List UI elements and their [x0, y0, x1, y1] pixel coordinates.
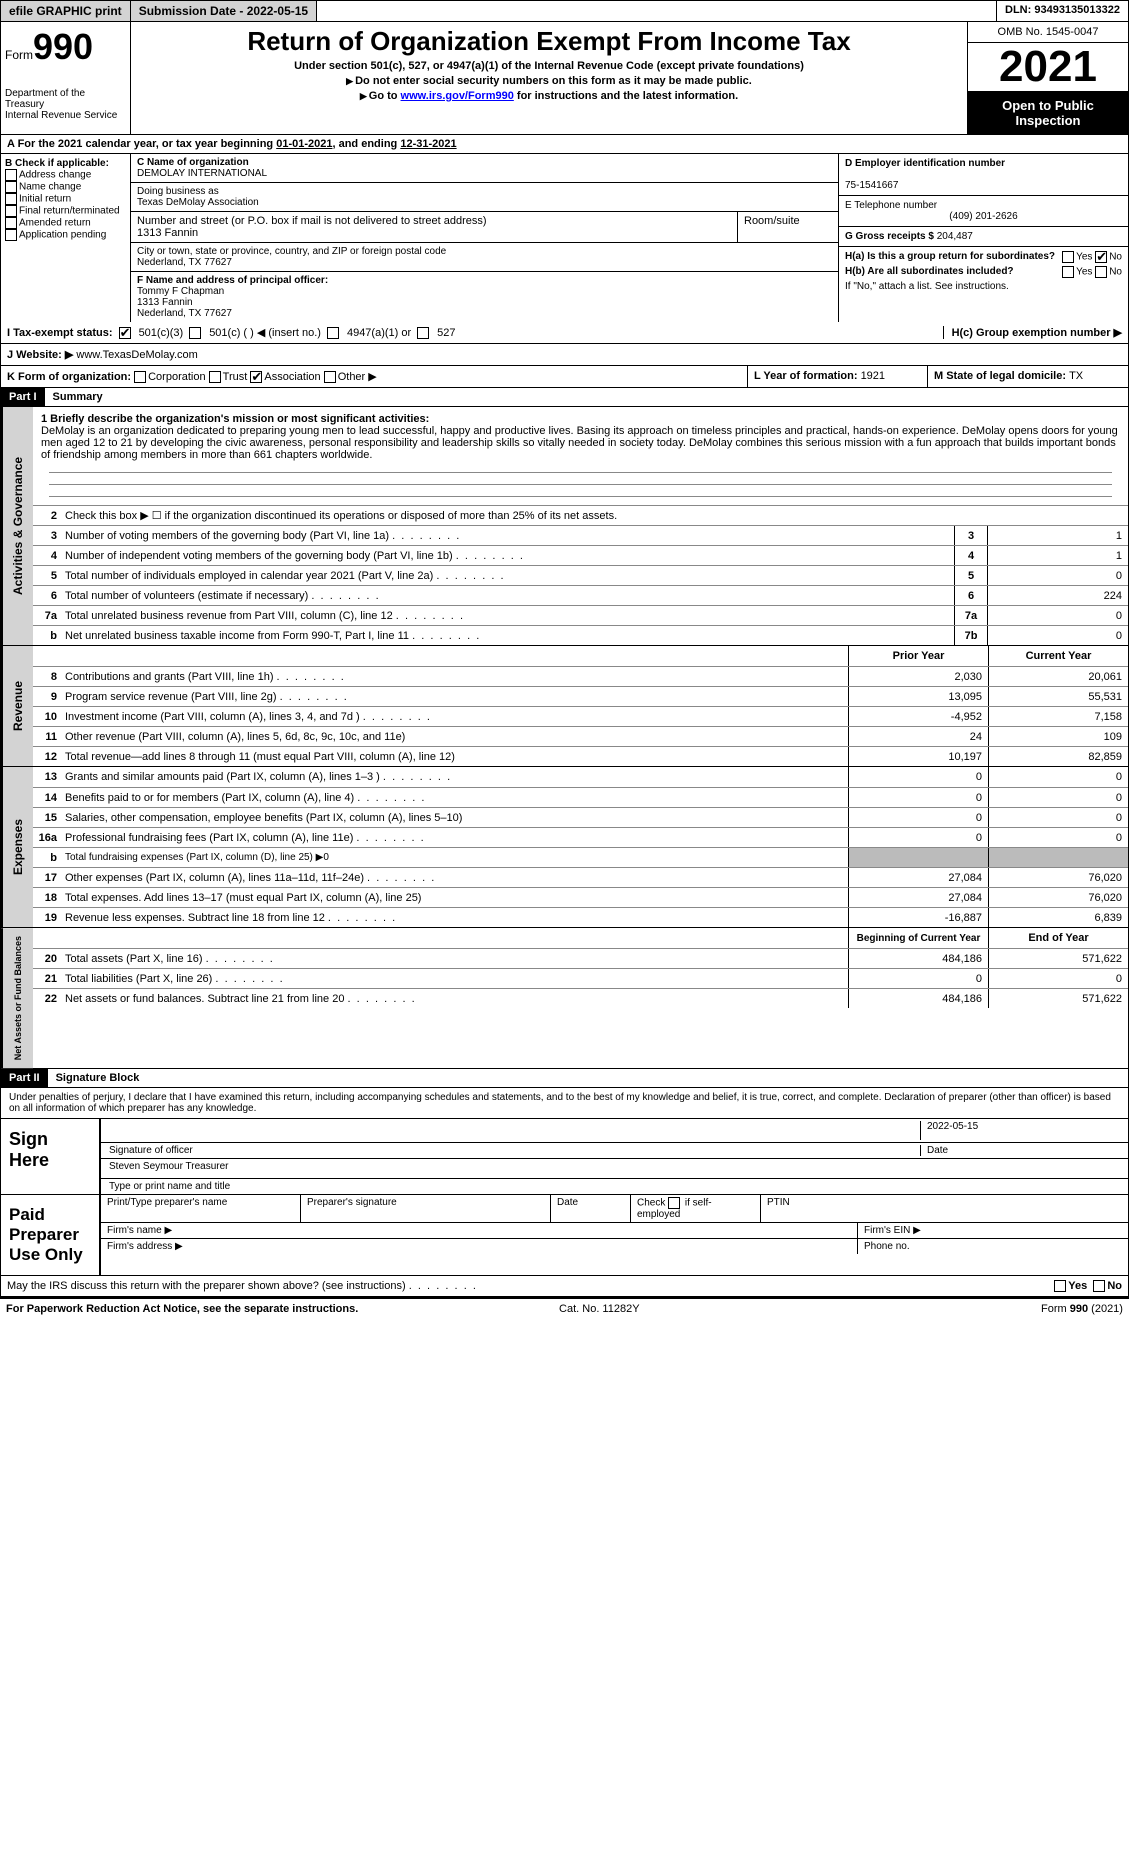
checkbox-amended[interactable] — [5, 217, 17, 229]
checkbox-final-return[interactable] — [5, 205, 17, 217]
sig-declaration: Under penalties of perjury, I declare th… — [1, 1088, 1128, 1119]
vtab-governance: Activities & Governance — [1, 407, 33, 645]
submission-date: Submission Date - 2022-05-15 — [131, 1, 317, 21]
checkbox-ha-yes[interactable] — [1062, 251, 1074, 263]
checkbox-initial-return[interactable] — [5, 193, 17, 205]
header-boxes: B Check if applicable: Address change Na… — [0, 154, 1129, 322]
governance-section: Activities & Governance 1 Briefly descri… — [0, 407, 1129, 646]
checkbox-address-change[interactable] — [5, 169, 17, 181]
org-form-row: K Form of organization: Corporation Trus… — [0, 366, 1129, 388]
dept-treasury: Department of the Treasury — [5, 88, 126, 110]
checkbox-trust[interactable] — [209, 371, 221, 383]
checkbox-discuss-yes[interactable] — [1054, 1280, 1066, 1292]
checkbox-other[interactable] — [324, 371, 336, 383]
paid-preparer-label: Paid Preparer Use Only — [1, 1195, 101, 1275]
part2-header: Part IISignature Block — [0, 1069, 1129, 1088]
checkbox-corp[interactable] — [134, 371, 146, 383]
expenses-section: Expenses 13Grants and similar amounts pa… — [0, 767, 1129, 928]
checkbox-assoc[interactable] — [250, 371, 262, 383]
form-title: Return of Organization Exempt From Incom… — [135, 26, 963, 57]
sign-here-label: Sign Here — [1, 1119, 101, 1194]
checkbox-501c[interactable] — [189, 327, 201, 339]
checkbox-527[interactable] — [417, 327, 429, 339]
checkbox-hb-yes[interactable] — [1062, 266, 1074, 278]
website-row: J Website: ▶ www.TexasDeMolay.com — [0, 344, 1129, 366]
period-row: A For the 2021 calendar year, or tax yea… — [0, 135, 1129, 154]
box-b: B Check if applicable: Address change Na… — [1, 154, 131, 322]
discuss-row: May the IRS discuss this return with the… — [0, 1276, 1129, 1297]
checkbox-hb-no[interactable] — [1095, 266, 1107, 278]
signature-block: Under penalties of perjury, I declare th… — [0, 1088, 1129, 1276]
efile-print-button[interactable]: efile GRAPHIC print — [1, 1, 131, 21]
form-subtitle-3: Go to www.irs.gov/Form990 for instructio… — [135, 90, 963, 102]
form-subtitle-1: Under section 501(c), 527, or 4947(a)(1)… — [135, 60, 963, 72]
form-subtitle-2: Do not enter social security numbers on … — [135, 75, 963, 87]
irs-link[interactable]: www.irs.gov/Form990 — [401, 90, 514, 102]
top-bar: efile GRAPHIC print Submission Date - 20… — [0, 0, 1129, 22]
checkbox-4947[interactable] — [327, 327, 339, 339]
irs-label: Internal Revenue Service — [5, 110, 126, 121]
checkbox-501c3[interactable] — [119, 327, 131, 339]
tax-year: 2021 — [968, 43, 1128, 92]
omb-number: OMB No. 1545-0047 — [968, 22, 1128, 43]
checkbox-self-employed[interactable] — [668, 1197, 680, 1209]
checkbox-discuss-no[interactable] — [1093, 1280, 1105, 1292]
netassets-section: Net Assets or Fund Balances Beginning of… — [0, 928, 1129, 1069]
box-c: C Name of organizationDEMOLAY INTERNATIO… — [131, 154, 838, 322]
tax-exempt-row: I Tax-exempt status: 501(c)(3) 501(c) ( … — [0, 322, 1129, 344]
right-boxes: D Employer identification number75-15416… — [838, 154, 1128, 322]
form-header: Form990 Department of the Treasury Inter… — [0, 22, 1129, 135]
revenue-section: Revenue Prior YearCurrent Year 8Contribu… — [0, 646, 1129, 767]
checkbox-ha-no[interactable] — [1095, 251, 1107, 263]
checkbox-app-pending[interactable] — [5, 229, 17, 241]
form-number: Form990 — [5, 26, 126, 68]
dln: DLN: 93493135013322 — [996, 1, 1128, 21]
part1-header: Part ISummary — [0, 388, 1129, 407]
website-link[interactable]: www.TexasDeMolay.com — [76, 349, 197, 361]
vtab-revenue: Revenue — [1, 646, 33, 766]
mission: 1 Briefly describe the organization's mi… — [33, 407, 1128, 505]
vtab-expenses: Expenses — [1, 767, 33, 927]
open-to-public: Open to Public Inspection — [968, 92, 1128, 134]
vtab-netassets: Net Assets or Fund Balances — [1, 928, 33, 1068]
page-footer: For Paperwork Reduction Act Notice, see … — [0, 1297, 1129, 1319]
checkbox-name-change[interactable] — [5, 181, 17, 193]
